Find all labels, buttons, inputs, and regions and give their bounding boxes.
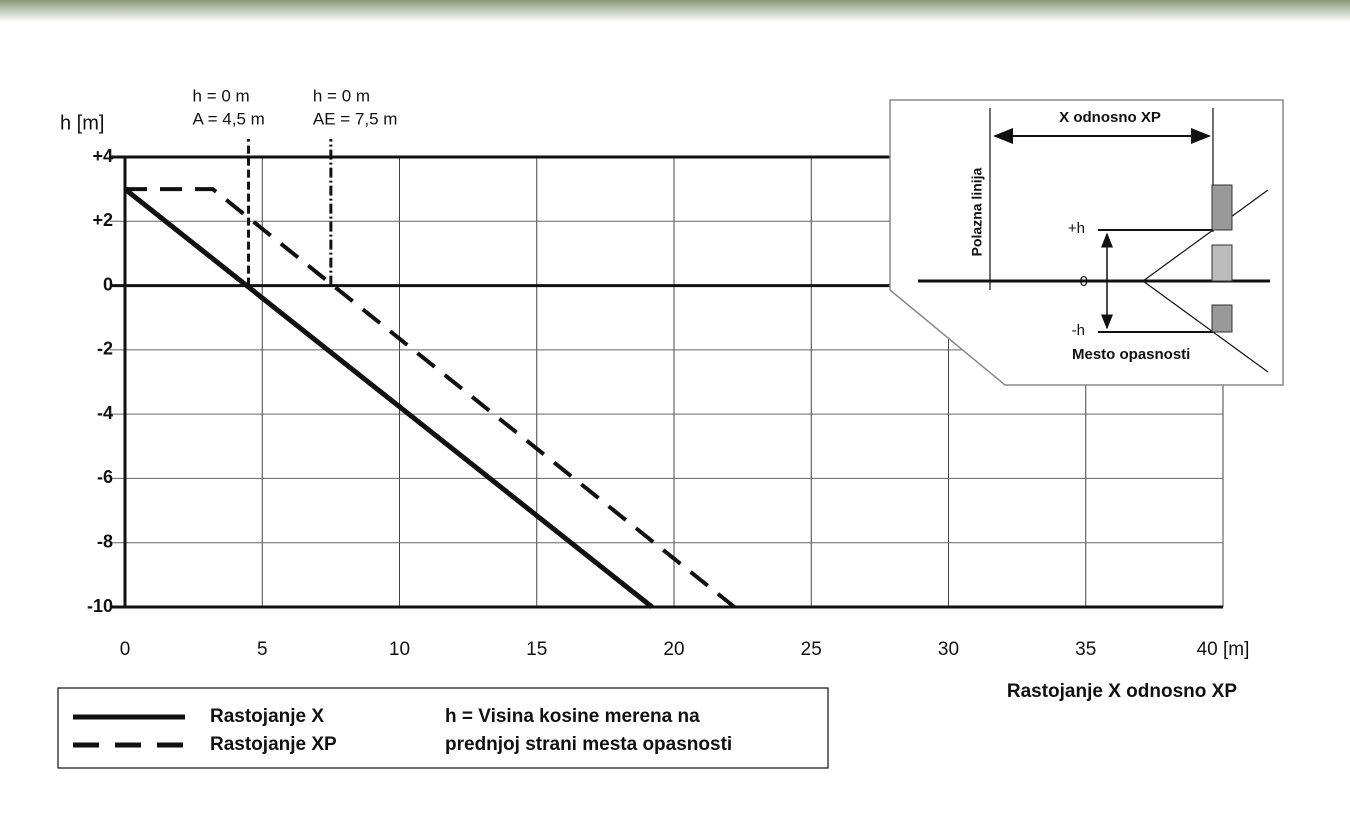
y-tick-label: +4 xyxy=(92,146,113,166)
y-tick-label: +2 xyxy=(92,210,113,230)
inset-minus-h: -h xyxy=(1072,322,1085,339)
x-tick-label: 20 xyxy=(663,639,684,660)
x-tick-label: 25 xyxy=(801,639,822,660)
y-tick-label: -2 xyxy=(97,339,113,359)
hazard-block xyxy=(1211,184,1233,231)
inset-distance-label: X odnosno XP xyxy=(1059,109,1161,126)
inset-plus-h: +h xyxy=(1068,220,1085,237)
annotation-text: A = 4,5 m xyxy=(193,109,265,128)
note: prednjoj strani mesta opasnosti xyxy=(445,734,732,755)
hazard-block xyxy=(1211,304,1233,333)
legend: Rastojanje X Rastojanje XP h = Visina kos… xyxy=(57,687,829,769)
y-tick-label: -8 xyxy=(97,531,113,551)
x-tick-label: 10 xyxy=(389,639,410,660)
x-tick-label: 5 xyxy=(257,639,268,660)
series-line xyxy=(123,187,654,609)
x-tick-label: 35 xyxy=(1075,639,1096,660)
legend-label: Rastojanje XP xyxy=(210,734,337,755)
annotation-text: AE = 7,5 m xyxy=(313,109,398,128)
y-tick-label: -4 xyxy=(97,403,113,423)
x-tick-label: 30 xyxy=(938,639,959,660)
inset-frame xyxy=(889,99,1284,386)
inset-diagram: X odnosno XP Polazna linija +h 0 -h Mest… xyxy=(889,99,1284,386)
y-tick-label: -6 xyxy=(97,467,113,487)
x-axis-label: Rastojanje X odnosno XP xyxy=(1007,681,1237,702)
legend-items: Rastojanje X Rastojanje XP xyxy=(73,706,337,755)
legend-box xyxy=(57,687,829,769)
x-tick-label: 40 [m] xyxy=(1197,639,1250,660)
y-tick-label: -10 xyxy=(87,596,113,616)
series-line xyxy=(125,187,736,609)
inset-danger-label: Mesto opasnosti xyxy=(1072,346,1190,363)
y-tick-label: 0 xyxy=(103,274,113,294)
background-strip xyxy=(0,0,1350,22)
slope-up xyxy=(1142,189,1269,282)
x-tick-label: 0 xyxy=(120,639,131,660)
hazard-block xyxy=(1211,244,1233,282)
inset-zero: 0 xyxy=(1080,273,1088,290)
y-axis-label: h [m] xyxy=(60,112,104,134)
annotation-text: h = 0 m xyxy=(313,86,370,105)
legend-label: Rastojanje X xyxy=(210,706,324,727)
note: h = Visina kosine merena na xyxy=(445,706,700,727)
inset-start-label: Polazna linija xyxy=(969,167,985,256)
slope-down xyxy=(1142,280,1269,373)
annotation-text: h = 0 m xyxy=(193,86,250,105)
x-tick-label: 15 xyxy=(526,639,547,660)
